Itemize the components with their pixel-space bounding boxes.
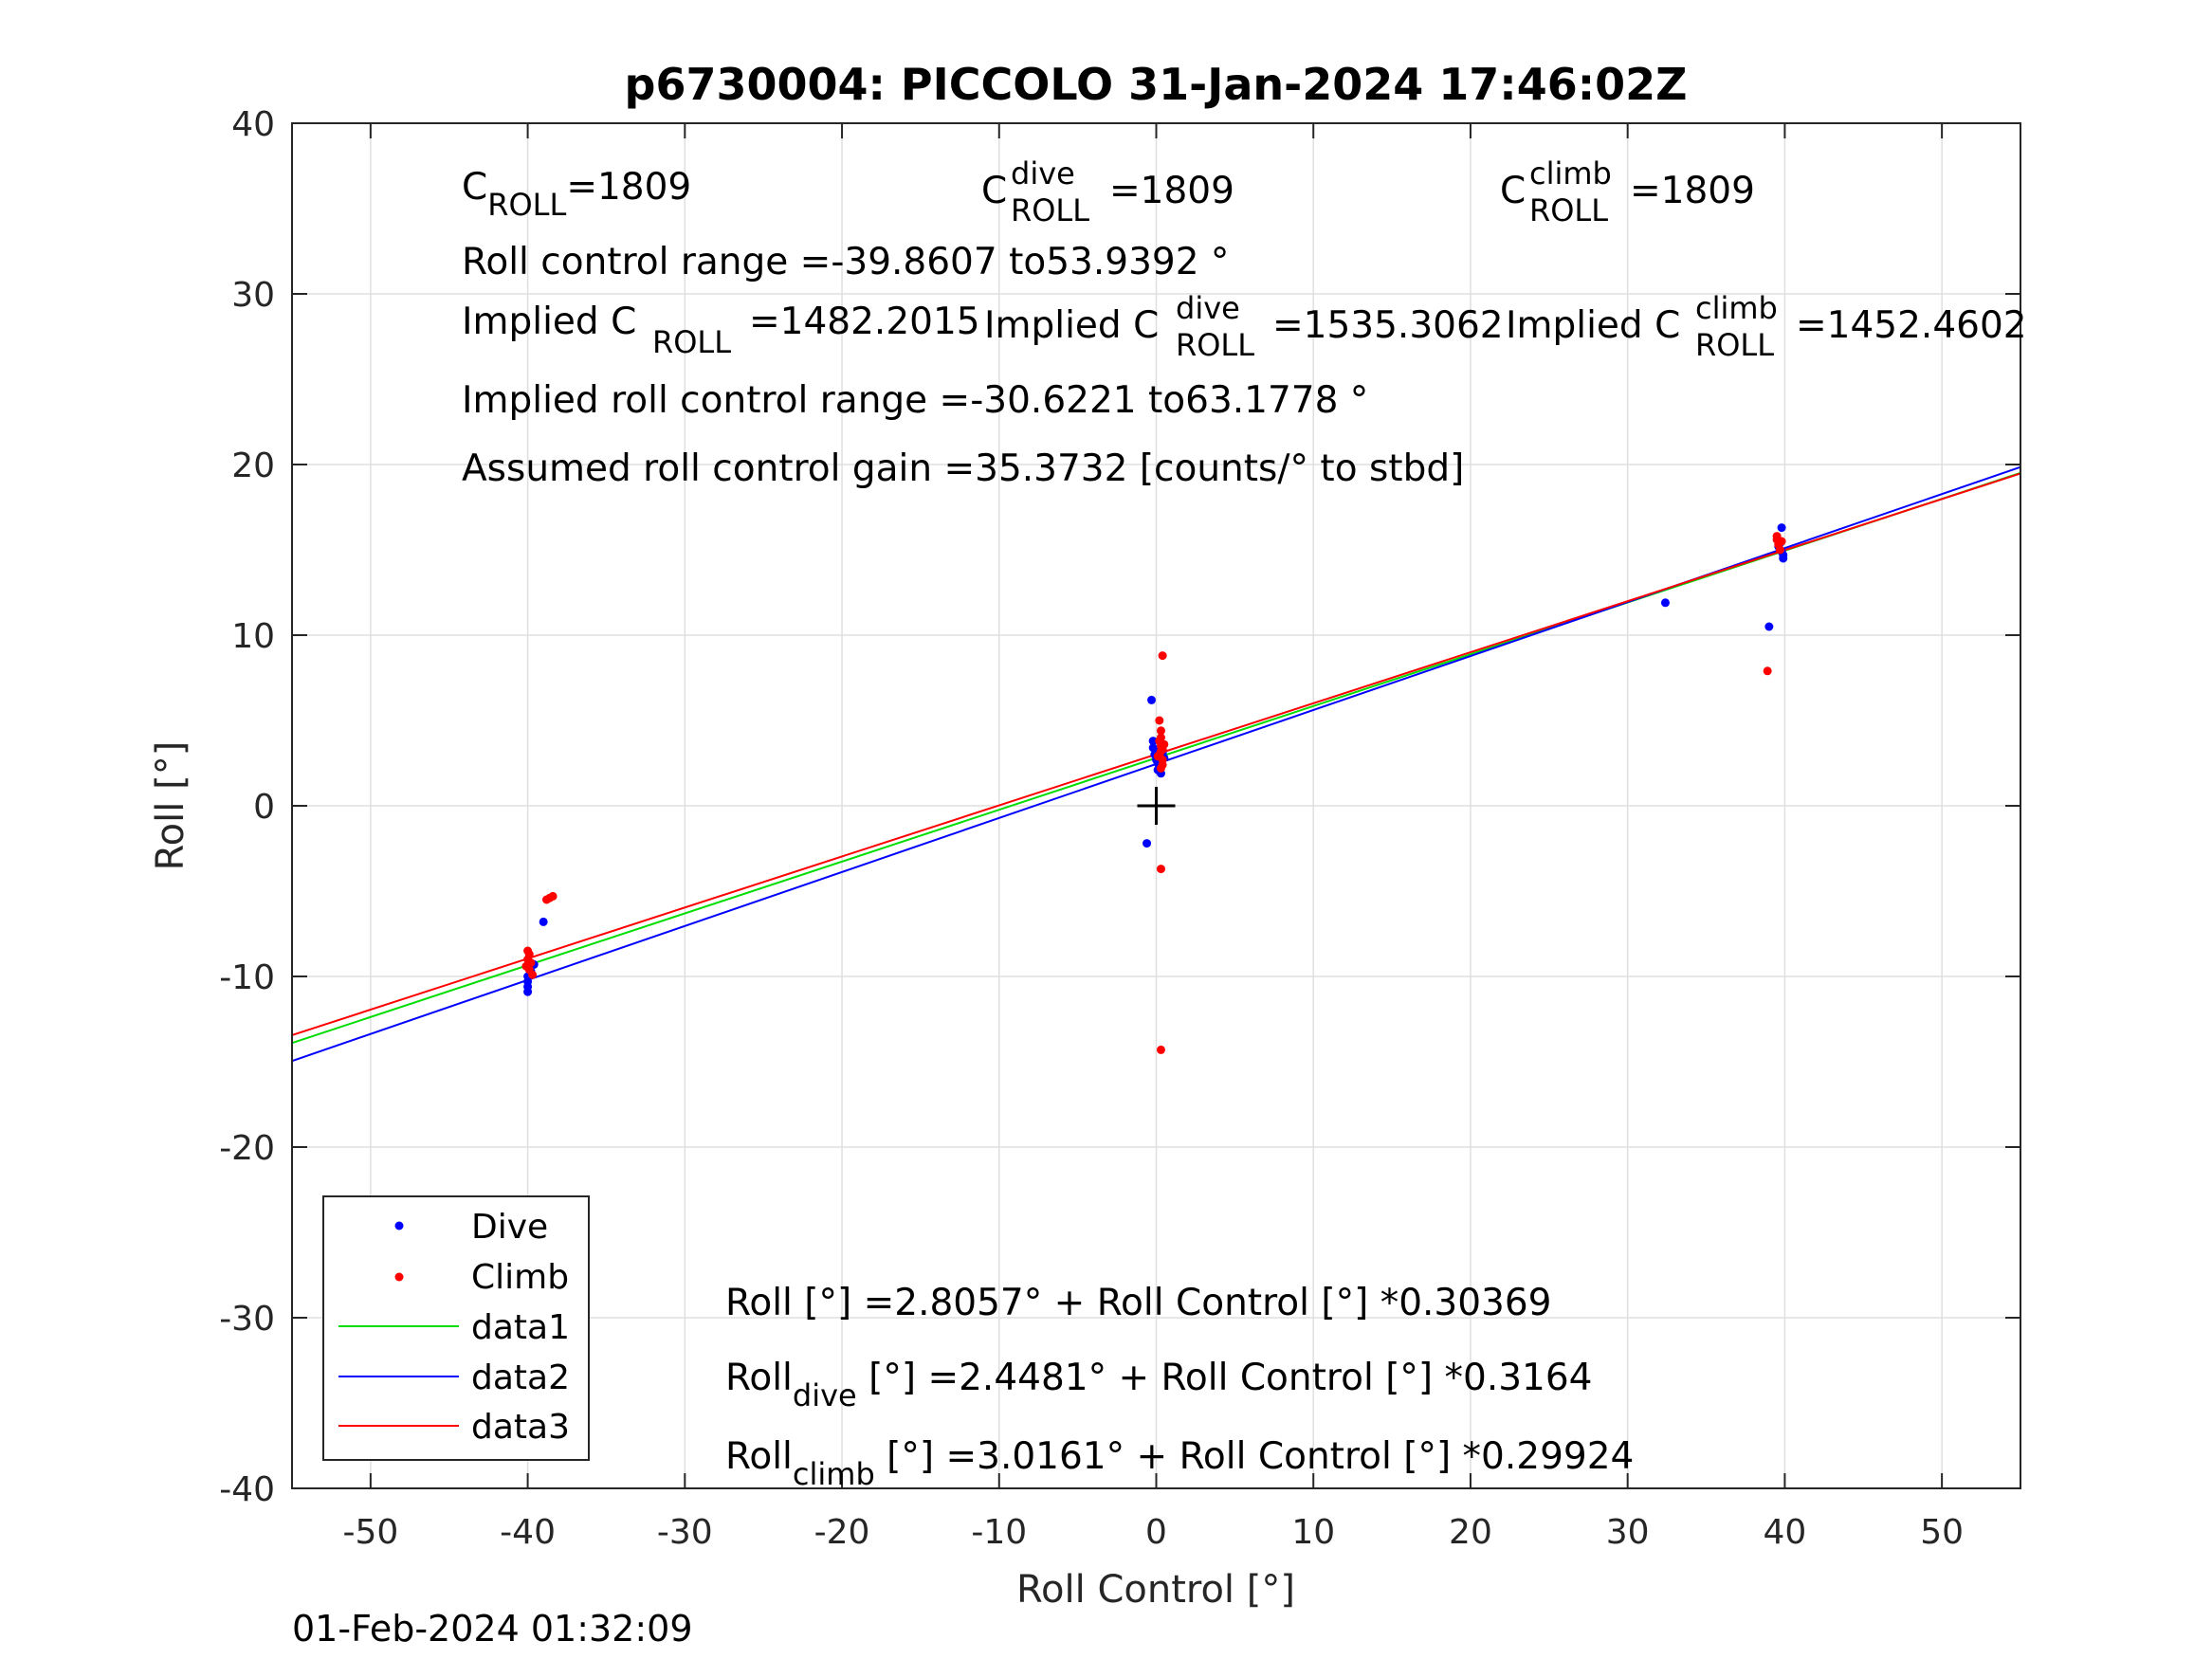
x-tick-label: 40	[1764, 1513, 1807, 1552]
y-tick-label: -40	[219, 1470, 275, 1509]
x-tick-label: 10	[1291, 1513, 1335, 1552]
climb-point	[1153, 752, 1162, 761]
footer-timestamp: 01-Feb-2024 01:32:09	[292, 1608, 693, 1650]
legend-climb-marker	[394, 1272, 404, 1282]
x-tick-label: -20	[814, 1513, 870, 1552]
legend-climb-label: Climb	[471, 1258, 569, 1297]
climb-point	[1763, 666, 1772, 676]
implied-c-roll-prefix: Implied C	[462, 301, 636, 343]
c-roll-climb-sup: climb	[1529, 155, 1612, 191]
climb-point	[1156, 726, 1165, 736]
y-axis-label: Roll [°]	[149, 741, 192, 871]
c-roll-climb-annotation: C	[1500, 170, 1526, 212]
legend: Dive Climb data1 data2 data3	[322, 1195, 590, 1461]
climb-point	[528, 970, 538, 979]
y-tick-label: 20	[231, 447, 275, 485]
data-points	[521, 523, 1788, 1054]
x-axis-label: Roll Control [°]	[1016, 1568, 1295, 1612]
c-roll-annotation: CROLL=1809	[462, 166, 691, 223]
y-tick-label: 40	[231, 105, 275, 144]
dive-point	[1148, 737, 1158, 746]
climb-point	[1156, 865, 1165, 874]
c-roll-climb-value: =1809	[1630, 170, 1755, 212]
chart-title: p6730004: PICCOLO 31-Jan-2024 17:46:02Z	[625, 59, 1688, 110]
x-tick-label: 0	[1145, 1513, 1167, 1552]
climb-point	[1777, 537, 1786, 546]
climb-point	[1160, 739, 1169, 749]
implied-c-roll-sub: ROLL	[652, 324, 731, 360]
implied-c-roll-climb-value: =1452.4602	[1796, 304, 2027, 347]
x-tick-label: -30	[657, 1513, 713, 1552]
climb-point	[1155, 716, 1164, 725]
origin-cross-marker	[1137, 787, 1176, 825]
climb-point	[548, 891, 558, 901]
implied-c-roll-climb-prefix: Implied C	[1506, 304, 1680, 347]
x-tick-label: 50	[1920, 1513, 1964, 1552]
implied-c-roll-dive-sub: ROLL	[1176, 327, 1254, 363]
y-tick-label: 30	[231, 276, 275, 315]
dive-point	[1147, 695, 1157, 704]
roll-control-range: Roll control range =-39.8607 to53.9392 °	[462, 241, 1229, 283]
dive-point	[539, 917, 548, 926]
y-tick-label: 0	[253, 788, 275, 827]
climb-point	[1156, 763, 1165, 773]
y-tick-label: 10	[231, 617, 275, 656]
c-roll-dive-value: =1809	[1109, 170, 1234, 212]
implied-c-roll-climb-sub: ROLL	[1695, 327, 1774, 363]
x-tick-labels: -50 -40 -30 -20 -10 0 10 20 30 40 50	[342, 1513, 1964, 1552]
legend-data1-label: data1	[471, 1308, 570, 1347]
legend-data2-label: data2	[471, 1358, 570, 1397]
x-tick-label: -10	[971, 1513, 1027, 1552]
implied-c-roll-climb-sup: climb	[1695, 290, 1778, 326]
y-tick-label: -20	[219, 1129, 275, 1168]
legend-dive-label: Dive	[471, 1208, 548, 1247]
legend-box	[322, 1195, 590, 1461]
x-tick-label: -40	[500, 1513, 556, 1552]
y-tick-label: -30	[219, 1300, 275, 1339]
legend-dive-marker	[394, 1221, 404, 1231]
roll-control-gain: Assumed roll control gain =35.3732 [coun…	[462, 447, 1464, 490]
implied-roll-control-range: Implied roll control range =-30.6221 to6…	[462, 379, 1368, 422]
implied-c-roll-dive-prefix: Implied C	[984, 304, 1159, 347]
x-tick-label: 20	[1449, 1513, 1492, 1552]
fit-equation-dive: Rolldive [°] =2.4481° + Roll Control [°]…	[725, 1357, 1593, 1413]
fit-equation-climb: Rollclimb [°] =3.0161° + Roll Control [°…	[725, 1435, 1634, 1492]
legend-data3-label: data3	[471, 1408, 570, 1447]
c-roll-dive-annotation: C	[981, 170, 1007, 212]
dive-point	[1660, 598, 1670, 608]
x-tick-label: -50	[342, 1513, 398, 1552]
y-tick-labels: -40 -30 -20 -10 0 10 20 30 40	[219, 105, 275, 1509]
dive-point	[1143, 839, 1152, 848]
x-tick-label: 30	[1606, 1513, 1650, 1552]
climb-point	[1775, 545, 1784, 555]
fit-equation-all: Roll [°] =2.8057° + Roll Control [°] *0.…	[725, 1282, 1551, 1324]
c-roll-climb-sub: ROLL	[1529, 192, 1608, 228]
axis-ticks	[292, 122, 2020, 1489]
implied-c-roll-value: =1482.2015	[749, 301, 980, 343]
y-tick-label: -10	[219, 958, 275, 997]
c-roll-dive-sub: ROLL	[1011, 192, 1089, 228]
dive-point	[1764, 622, 1774, 631]
dive-point	[1777, 523, 1786, 533]
climb-point	[1156, 1045, 1165, 1054]
c-roll-dive-sup: dive	[1011, 155, 1075, 191]
climb-point	[1158, 651, 1167, 661]
implied-c-roll-dive-value: =1535.3062	[1272, 304, 1504, 347]
implied-c-roll-dive-sup: dive	[1176, 290, 1240, 326]
